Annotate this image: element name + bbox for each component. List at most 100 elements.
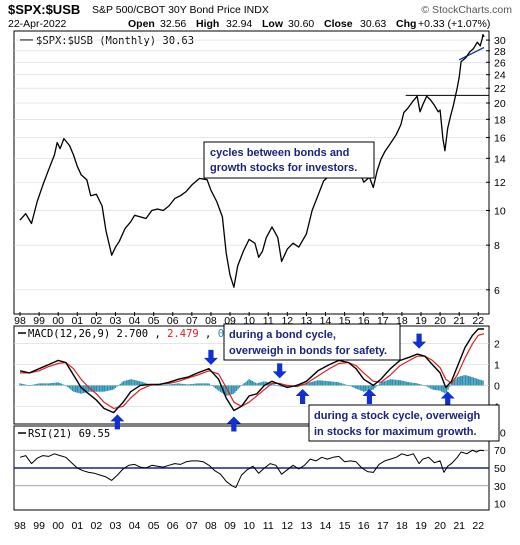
macd-histogram-bar [235, 385, 238, 392]
macd-histogram-bar [339, 382, 341, 386]
macd-histogram-bar [202, 383, 204, 386]
callout-bonds-stocks-box [203, 141, 375, 179]
callout-bonds-stocks: cycles between bonds and growth stocks f… [203, 141, 375, 179]
macd-histogram [19, 375, 484, 396]
macd-histogram-bar [463, 375, 465, 386]
trendline [458, 46, 485, 61]
macd-histogram-bar [378, 383, 381, 386]
macd-histogram-bar [312, 381, 314, 386]
macd-histogram-bar [109, 385, 112, 391]
macd-histogram-bar [92, 385, 94, 392]
macd-histogram-bar [238, 385, 241, 388]
macd-histogram-bar [25, 384, 28, 386]
macd-histogram-bar [24, 384, 26, 386]
price-y-tick-label: 18 [494, 114, 506, 126]
x-tick-label-bottom: 09 [224, 520, 236, 532]
macd-histogram-bar [337, 382, 339, 386]
macd-legend: MACD(12,26,9) 2.700 , 2.479 , 0.221 [28, 328, 249, 340]
macd-histogram-bar [38, 383, 40, 386]
macd-histogram-bar [140, 381, 142, 386]
macd-histogram-bar [342, 383, 344, 386]
macd-histogram-bar [132, 379, 134, 386]
open-value: 32.56 [160, 18, 186, 30]
macd-histogram-bar [210, 384, 212, 386]
price-series [19, 33, 485, 288]
callout-stock-cycle-box [308, 404, 500, 442]
macd-histogram-bar [213, 385, 215, 388]
macd-histogram-bar [20, 383, 23, 386]
macd-histogram-bar [335, 382, 338, 386]
macd-histogram-bar [262, 381, 265, 386]
macd-histogram-bar [385, 380, 387, 386]
x-tick-label-bottom: 03 [110, 520, 122, 532]
macd-legend-name: MACD(12,26,9) [28, 328, 110, 340]
macd-histogram-bar [375, 385, 378, 387]
callout-bonds-stocks-line1: cycles between bonds and [210, 147, 349, 159]
macd-histogram-bar [224, 385, 226, 396]
macd-histogram-bar [423, 385, 425, 386]
macd-histogram-bar [256, 383, 258, 386]
macd-histogram-bar [230, 385, 233, 395]
macd-histogram-bar [383, 381, 386, 386]
chg-label: Chg [396, 18, 416, 30]
macd-histogram-bar [452, 381, 454, 386]
macd-histogram-bar [472, 377, 475, 386]
arrow-up-icon [440, 391, 455, 407]
macd-histogram-bar [332, 381, 335, 386]
macd-histogram-bar [226, 385, 228, 396]
macd-histogram-bar [30, 385, 32, 386]
x-tick-label-bottom: 11 [263, 520, 274, 532]
arrow-down-icon [412, 333, 427, 349]
macd-histogram-bar [431, 385, 433, 390]
x-tick-label-top: 02 [91, 315, 103, 327]
macd-histogram-bar [207, 383, 209, 386]
macd-histogram-bar [129, 379, 131, 386]
macd-histogram-bar [480, 380, 483, 386]
rsi-y-tick-label: 30 [494, 481, 506, 493]
macd-histogram-bar [280, 385, 282, 387]
price-y-tick-label: 16 [494, 133, 506, 145]
price-y-tick-label: 6 [494, 285, 500, 297]
macd-histogram-bar [127, 379, 129, 386]
macd-histogram-bar [329, 381, 331, 386]
macd-histogram-bar [103, 385, 106, 392]
macd-histogram-bar [79, 385, 82, 394]
macd-histogram-bar [98, 385, 101, 392]
x-tick-label-top: 01 [71, 315, 83, 327]
macd-histogram-bar [159, 385, 161, 386]
macd-signal-value: 2.479 [167, 328, 199, 340]
macd-histogram-bar [405, 381, 408, 386]
macd-histogram-bar [453, 380, 456, 386]
macd-histogram-bar [350, 385, 352, 387]
macd-histogram-bar [437, 385, 440, 391]
x-tick-label-bottom: 21 [453, 520, 465, 532]
price-y-tick-label: 8 [494, 240, 500, 252]
callout-bond-cycle-box [223, 323, 401, 361]
macd-histogram-bar [74, 385, 77, 393]
macd-histogram-bar [288, 385, 290, 388]
symbol-title: $SPX:$USB [8, 2, 80, 17]
macd-histogram-bar [355, 385, 357, 389]
x-tick-label-bottom: 01 [71, 520, 83, 532]
price-y-tick-label: 12 [494, 177, 506, 189]
macd-histogram-bar [180, 383, 182, 386]
x-tick-label-bottom: 18 [396, 520, 408, 532]
price-y-tick-label: 28 [494, 46, 506, 58]
x-tick-label-top: 98 [14, 315, 26, 327]
macd-histogram-bar [323, 380, 325, 386]
macd-histogram-bar [97, 385, 99, 392]
macd-histogram-bar [461, 375, 464, 386]
macd-histogram-bar [420, 384, 422, 386]
price-y-tick-label: 14 [494, 153, 506, 165]
price-y-tick-label: 26 [494, 57, 506, 69]
macd-histogram-bar [32, 384, 34, 386]
macd-histogram-bar [121, 382, 123, 386]
macd-histogram-bar [308, 382, 311, 386]
macd-histogram-bar [248, 379, 250, 386]
macd-histogram-bar [334, 381, 336, 386]
arrow-down-icon [272, 363, 287, 379]
macd-histogram-bar [203, 383, 206, 386]
macd-histogram-bar [39, 383, 42, 386]
macd-histogram-bar [167, 384, 169, 386]
macd-histogram-bar [106, 385, 109, 391]
